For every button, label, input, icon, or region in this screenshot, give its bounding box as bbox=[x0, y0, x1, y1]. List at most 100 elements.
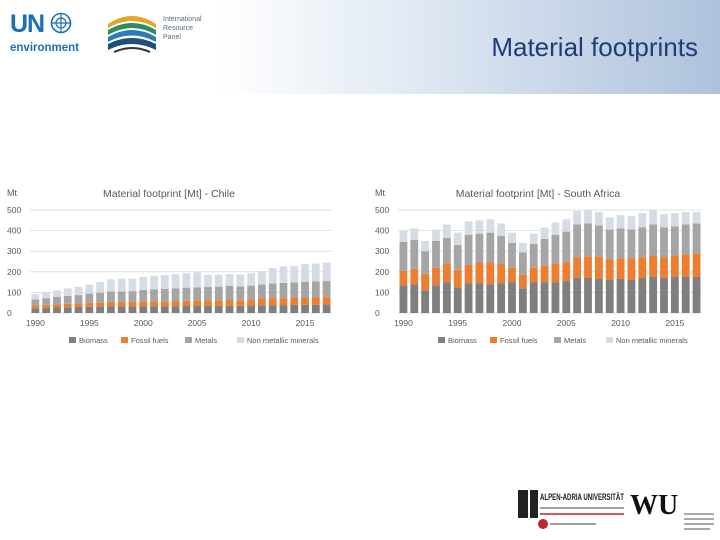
aau-logo: ALPEN-ADRIA UNIVERSITÄT bbox=[518, 490, 624, 529]
bar-segment bbox=[540, 238, 549, 266]
bar-segment bbox=[42, 304, 51, 308]
x-tick-label: 1995 bbox=[448, 318, 467, 328]
bar-segment bbox=[529, 233, 538, 244]
bar-segment bbox=[421, 290, 430, 313]
chart-south-africa-panel: Mt Material footprint [Mt] - South Africa… bbox=[372, 180, 718, 358]
header-band bbox=[0, 0, 720, 94]
bar-segment bbox=[290, 282, 299, 298]
bar-segment bbox=[442, 224, 451, 238]
un-logo-text: UN bbox=[10, 10, 45, 38]
bar-segment bbox=[171, 301, 180, 307]
bar-segment bbox=[301, 281, 309, 298]
y-tick-label: 0 bbox=[7, 308, 12, 318]
bar-segment bbox=[486, 232, 495, 263]
bar-segment bbox=[562, 231, 571, 263]
bar-segment bbox=[268, 283, 277, 299]
bar-segment bbox=[42, 291, 51, 299]
bar-segment bbox=[616, 279, 625, 313]
bar-segment bbox=[670, 213, 679, 227]
bar-segment bbox=[117, 306, 126, 313]
bar-segment bbox=[160, 275, 169, 289]
bar-segment bbox=[529, 282, 538, 313]
bar-segment bbox=[117, 278, 126, 292]
bar-segment bbox=[322, 297, 331, 305]
bar-segment bbox=[258, 270, 266, 285]
bar-segment bbox=[268, 298, 277, 306]
bar-segment bbox=[529, 243, 538, 268]
bar-segment bbox=[660, 227, 668, 258]
irp-line: Resource bbox=[163, 25, 193, 32]
bar-segment bbox=[128, 306, 137, 313]
bar-segment bbox=[63, 288, 72, 296]
y-tick-label: 500 bbox=[375, 205, 389, 215]
y-axis-label: Mt bbox=[7, 188, 17, 198]
bar-segment bbox=[497, 235, 506, 264]
bar-segment bbox=[638, 277, 647, 313]
bar-segment bbox=[139, 301, 148, 307]
bar-segment bbox=[225, 300, 234, 306]
bar-segment bbox=[453, 232, 462, 246]
bar-segment bbox=[290, 297, 299, 305]
bar-segment bbox=[279, 305, 288, 313]
bar-segment bbox=[139, 276, 148, 290]
bar-segment bbox=[150, 306, 158, 313]
bar-segment bbox=[204, 287, 212, 301]
bar-segment bbox=[649, 255, 658, 277]
irp-line: Panel bbox=[163, 34, 181, 41]
bar-segment bbox=[562, 219, 571, 232]
bar-segment bbox=[53, 304, 61, 308]
bar-segment bbox=[660, 257, 668, 278]
bar-segment bbox=[584, 256, 592, 278]
bar-segment bbox=[540, 265, 549, 283]
bar-segment bbox=[247, 273, 255, 286]
bar-segment bbox=[399, 241, 408, 271]
bar-segment bbox=[322, 262, 331, 282]
bar-segment bbox=[96, 302, 104, 307]
bar-segment bbox=[421, 251, 430, 274]
bar-segment bbox=[225, 305, 234, 313]
bar-segment bbox=[182, 306, 191, 313]
bar-segment bbox=[573, 277, 582, 313]
bar-segment bbox=[453, 287, 462, 313]
bar-segment bbox=[573, 224, 582, 258]
irp-line: International bbox=[163, 16, 202, 23]
bar-segment bbox=[497, 283, 506, 313]
bar-segment bbox=[42, 298, 51, 305]
bar-segment bbox=[681, 254, 690, 277]
bar-segment bbox=[311, 263, 320, 282]
bar-segment bbox=[442, 263, 451, 283]
aau-text: ALPEN-ADRIA UNIVERSITÄT bbox=[540, 492, 624, 502]
bar-segment bbox=[464, 283, 473, 313]
bar-segment bbox=[497, 263, 506, 284]
bar-segment bbox=[475, 262, 484, 284]
y-tick-label: 400 bbox=[375, 226, 389, 236]
un-globe-icon bbox=[50, 12, 72, 34]
bar-segment bbox=[301, 263, 309, 282]
bar-segment bbox=[74, 295, 83, 304]
bar-segment bbox=[128, 278, 137, 292]
bar-segment bbox=[225, 286, 234, 301]
bar-segment bbox=[421, 273, 430, 291]
bar-segment bbox=[562, 262, 571, 282]
bar-segment bbox=[594, 256, 603, 280]
bar-segment bbox=[486, 262, 495, 285]
legend-swatch bbox=[554, 337, 561, 343]
bar-segment bbox=[107, 306, 115, 313]
x-tick-label: 1995 bbox=[80, 318, 99, 328]
bar-segment bbox=[442, 237, 451, 264]
bar-segment bbox=[236, 300, 245, 306]
bar-segment bbox=[573, 257, 582, 278]
bar-segment bbox=[128, 291, 137, 302]
bar-segment bbox=[311, 281, 320, 298]
legend-label: Fossil fuels bbox=[500, 336, 538, 345]
bar-segment bbox=[681, 212, 690, 225]
bar-segment bbox=[518, 252, 527, 275]
bar-segment bbox=[410, 228, 419, 240]
bar-segment bbox=[31, 299, 40, 306]
bar-segment bbox=[627, 258, 636, 281]
bar-segment bbox=[573, 211, 582, 225]
bar-segment bbox=[475, 283, 484, 313]
bar-segment bbox=[670, 276, 679, 313]
bar-segment bbox=[453, 245, 462, 270]
bar-segment bbox=[31, 308, 40, 313]
